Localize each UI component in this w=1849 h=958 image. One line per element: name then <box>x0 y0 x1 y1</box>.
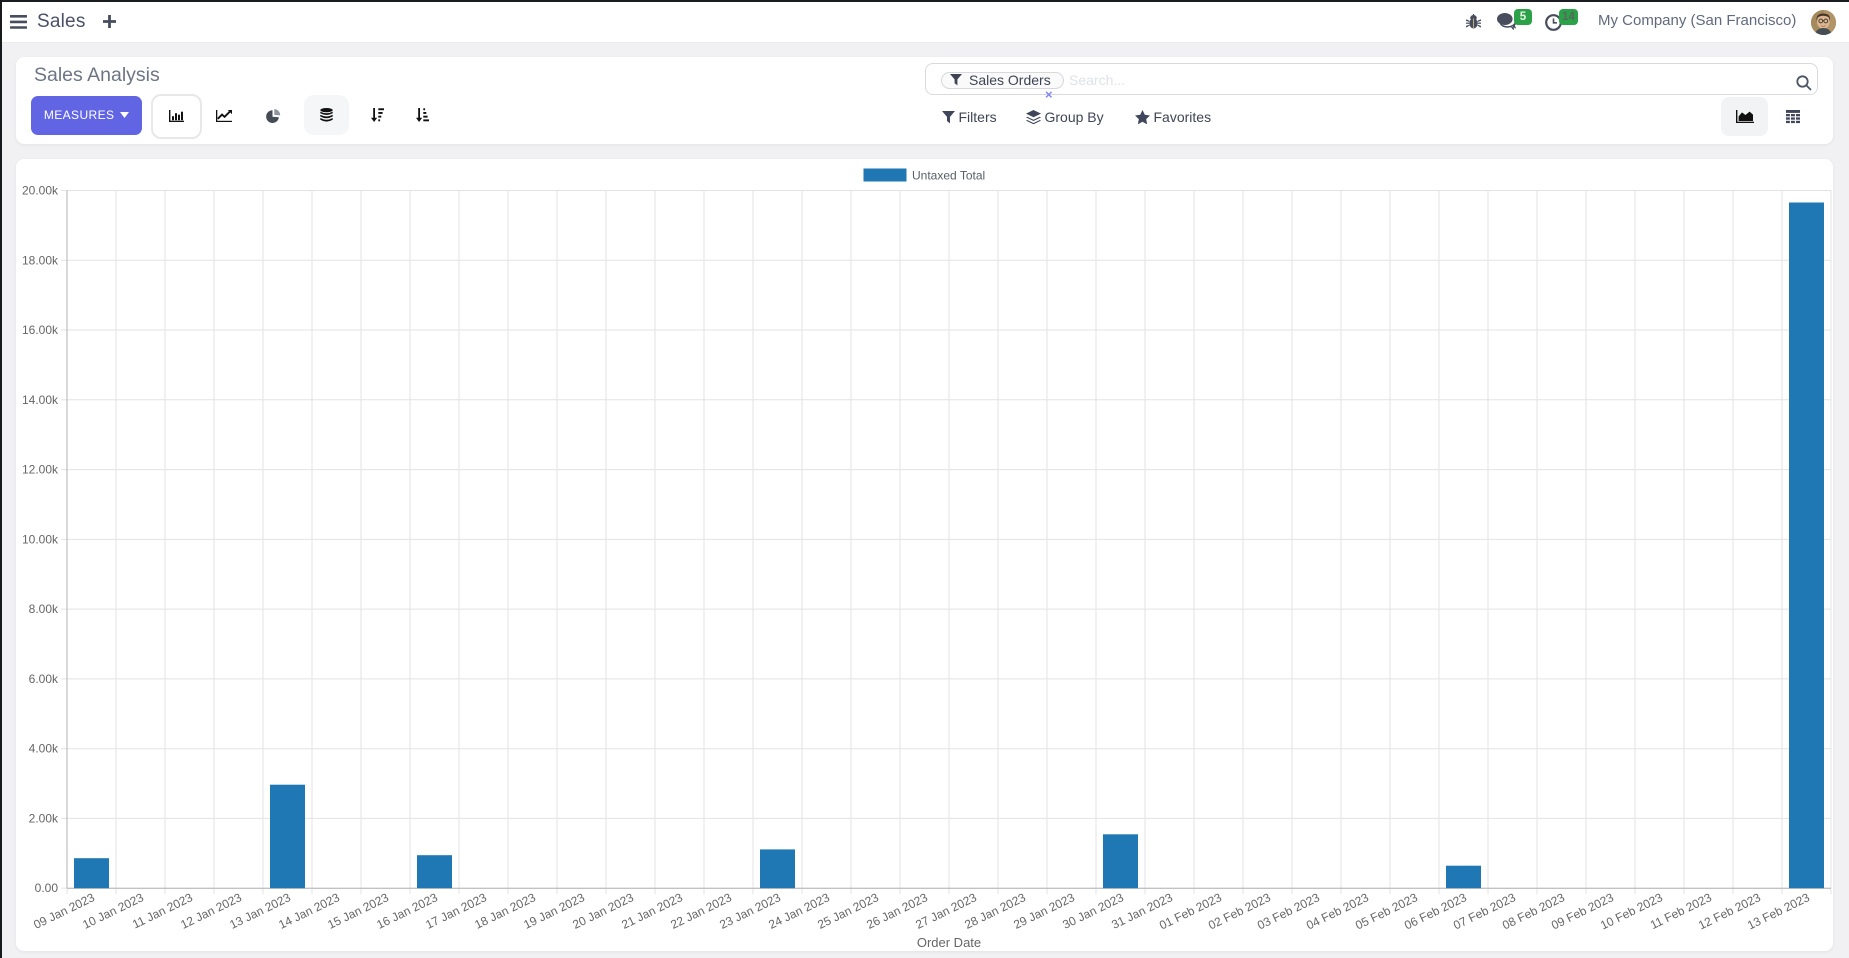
svg-text:8.00k: 8.00k <box>29 602 59 616</box>
svg-text:20.00k: 20.00k <box>22 184 59 198</box>
svg-text:14.00k: 14.00k <box>22 393 59 407</box>
svg-text:4.00k: 4.00k <box>29 742 59 756</box>
svg-text:10.00k: 10.00k <box>22 532 59 546</box>
svg-text:18.00k: 18.00k <box>22 253 59 267</box>
svg-text:2.00k: 2.00k <box>29 811 59 825</box>
svg-text:6.00k: 6.00k <box>29 672 59 686</box>
svg-text:Order Date: Order Date <box>917 935 981 950</box>
svg-text:Untaxed Total: Untaxed Total <box>912 169 985 183</box>
svg-text:0.00: 0.00 <box>35 881 59 895</box>
svg-text:16.00k: 16.00k <box>22 323 59 337</box>
svg-text:12.00k: 12.00k <box>22 463 59 477</box>
